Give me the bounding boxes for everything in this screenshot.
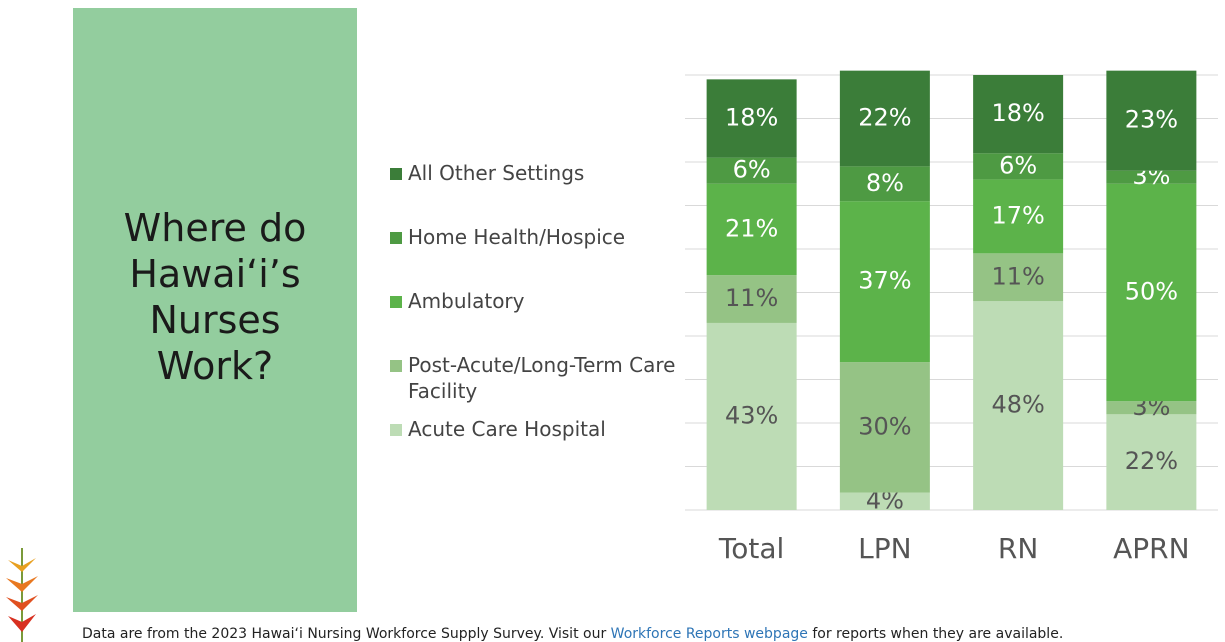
data-label: 22% bbox=[1125, 447, 1178, 475]
footer: Data are from the 2023 Hawai‘i Nursing W… bbox=[82, 626, 1063, 642]
data-label: 11% bbox=[991, 262, 1044, 290]
bar-segment bbox=[973, 153, 1064, 180]
data-label: 37% bbox=[858, 267, 911, 295]
bar-segment bbox=[839, 166, 930, 202]
bar-segment bbox=[1106, 414, 1197, 510]
data-label: 17% bbox=[991, 201, 1044, 229]
legend-label: Post-Acute/Long-Term Care Facility bbox=[408, 353, 676, 403]
legend-swatch bbox=[390, 296, 402, 308]
legend-item: Home Health/Hospice bbox=[390, 224, 680, 288]
bar-segment bbox=[1106, 70, 1197, 171]
footer-link[interactable]: Workforce Reports webpage bbox=[610, 626, 808, 642]
x-tick-label: LPN bbox=[858, 532, 911, 565]
legend-label: Home Health/Hospice bbox=[408, 225, 626, 249]
legend-label: Ambulatory bbox=[408, 289, 525, 313]
data-label: 6% bbox=[733, 156, 771, 184]
legend-item: All Other Settings bbox=[390, 160, 680, 224]
data-label: 18% bbox=[991, 99, 1044, 127]
bar-segment bbox=[839, 70, 930, 167]
data-label: 18% bbox=[725, 104, 778, 132]
legend-label: All Other Settings bbox=[408, 161, 585, 185]
legend-swatch bbox=[390, 360, 402, 372]
legend-label: Acute Care Hospital bbox=[408, 417, 606, 441]
bar-segment bbox=[839, 201, 930, 363]
data-label: 22% bbox=[858, 104, 911, 132]
data-label: 50% bbox=[1125, 278, 1178, 306]
legend-item: Acute Care Hospital bbox=[390, 416, 680, 480]
footer-text: for reports when they are available. bbox=[807, 626, 1064, 642]
bar-segment bbox=[839, 492, 930, 510]
data-label: 23% bbox=[1125, 106, 1178, 134]
bar-segment bbox=[973, 253, 1064, 302]
bar-segment bbox=[706, 79, 797, 158]
data-label: 6% bbox=[999, 151, 1037, 179]
data-label: 43% bbox=[725, 401, 778, 429]
data-label: 8% bbox=[866, 169, 904, 197]
bar-segment bbox=[706, 183, 797, 276]
bar-segment bbox=[1106, 183, 1197, 402]
x-tick-label: APRN bbox=[1113, 532, 1189, 565]
legend-item: Ambulatory bbox=[390, 288, 680, 352]
logo bbox=[6, 548, 38, 642]
x-tick-label: RN bbox=[998, 532, 1038, 565]
bar-segment bbox=[706, 275, 797, 323]
data-label: 30% bbox=[858, 412, 911, 440]
bar-segment bbox=[973, 301, 1064, 510]
bar-segment bbox=[706, 157, 797, 184]
bar-segment bbox=[973, 75, 1064, 154]
bar-segment bbox=[1106, 170, 1197, 184]
legend-swatch bbox=[390, 232, 402, 244]
data-label: 48% bbox=[991, 391, 1044, 419]
bar-segment bbox=[839, 362, 930, 493]
legend: All Other Settings Home Health/Hospice Amb… bbox=[390, 160, 680, 480]
slide-title: Where do Hawai‘i’s Nurses Work? bbox=[123, 206, 307, 388]
data-label: 21% bbox=[725, 214, 778, 242]
x-tick-label: Total bbox=[718, 532, 784, 565]
legend-swatch bbox=[390, 168, 402, 180]
legend-swatch bbox=[390, 424, 402, 436]
legend-item: Post-Acute/Long-Term Care Facility bbox=[390, 352, 680, 416]
data-label: 11% bbox=[725, 284, 778, 312]
footer-text: Data are from the 2023 Hawai‘i Nursing W… bbox=[82, 626, 611, 642]
bar-segment bbox=[706, 322, 797, 510]
bar-segment bbox=[973, 179, 1064, 254]
title-panel bbox=[73, 8, 357, 612]
bar-segment bbox=[1106, 401, 1197, 415]
